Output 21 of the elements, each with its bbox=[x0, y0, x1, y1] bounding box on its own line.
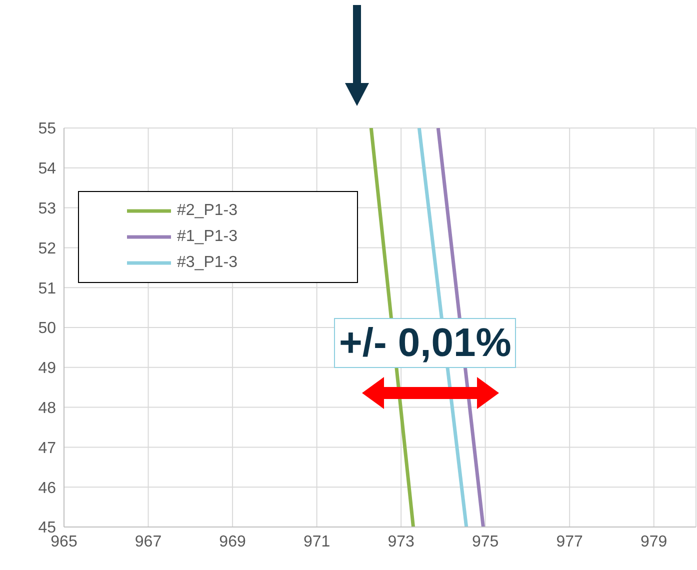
y-tick-label: 50 bbox=[38, 320, 56, 338]
y-tick-label: 52 bbox=[38, 240, 56, 258]
x-tick-label: 971 bbox=[303, 533, 330, 550]
x-tick-label: 967 bbox=[134, 533, 162, 550]
legend-label: #1_P1-3 bbox=[177, 227, 238, 247]
annotation: +/- 0,01% bbox=[334, 318, 516, 368]
y-tick-label: 55 bbox=[38, 120, 56, 138]
y-tick-label: 54 bbox=[38, 160, 56, 178]
x-tick-label: 973 bbox=[388, 533, 415, 550]
x-tick-label: 977 bbox=[556, 533, 584, 550]
x-tick-label: 975 bbox=[472, 533, 499, 550]
x-tick-label: 979 bbox=[640, 533, 668, 550]
y-tick-label: 49 bbox=[38, 360, 56, 378]
y-tick-label: 46 bbox=[38, 480, 56, 497]
legend-label: #3_P1-3 bbox=[177, 253, 238, 273]
x-tick-label: 969 bbox=[219, 533, 246, 550]
y-tick-label: 51 bbox=[38, 280, 56, 298]
legend-label: #2_P1-3 bbox=[177, 201, 238, 221]
y-tick-label: 47 bbox=[38, 440, 56, 457]
y-tick-label: 48 bbox=[38, 400, 56, 417]
y-tick-label: 53 bbox=[38, 200, 56, 218]
